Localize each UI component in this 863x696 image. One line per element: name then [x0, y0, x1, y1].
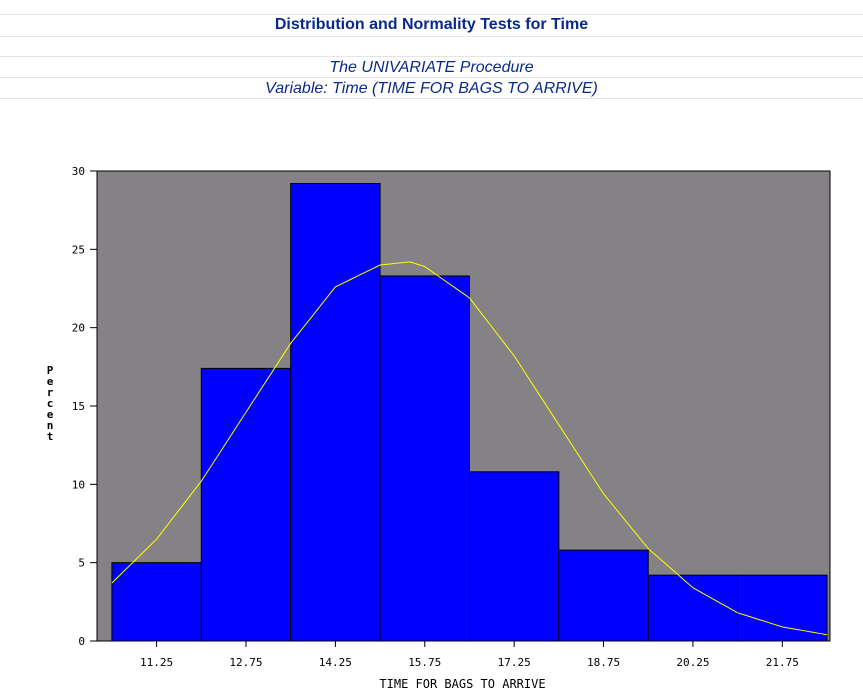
histogram-bar: [647, 574, 739, 642]
y-tick-label: 25: [72, 243, 85, 256]
y-axis-label-letter: e: [47, 375, 54, 388]
x-axis: 11.25 12.75 14.25 15.75 17.25 18.75 20.25 21.75: [97, 640, 830, 669]
histogram-bar: [737, 574, 828, 642]
x-tick-label: 21.75: [766, 656, 799, 669]
histogram-bar: [468, 471, 560, 642]
procedure-title: The UNIVARIATE Procedure: [329, 59, 534, 76]
x-tick-label: 20.25: [676, 656, 709, 669]
x-tick-label: 17.25: [498, 656, 531, 669]
y-axis-label-letter: P: [47, 364, 54, 377]
y-axis-label-letter: n: [47, 419, 54, 432]
histogram-bar: [558, 549, 649, 642]
y-tick-label: 15: [72, 400, 85, 413]
y-axis: 0 5 10 15 20 25 30: [72, 165, 97, 648]
histogram-bar: [290, 183, 381, 642]
x-tick-label: 11.25: [140, 656, 173, 669]
normal-curve: [111, 261, 828, 636]
y-axis-label-letter: r: [47, 386, 54, 399]
histogram-bar: [379, 275, 470, 642]
x-tick-label: 14.25: [319, 656, 352, 669]
bars: [111, 183, 828, 642]
y-tick-label: 10: [72, 478, 85, 491]
y-axis-label-letter: c: [47, 397, 54, 410]
y-tick-label: 20: [72, 322, 85, 335]
x-tick-label: 12.75: [229, 656, 262, 669]
y-axis-label-letter: e: [47, 408, 54, 421]
y-tick-label: 30: [72, 165, 85, 178]
variable-title: Variable: Time (TIME FOR BAGS TO ARRIVE): [265, 80, 598, 97]
y-axis-label-letter: t: [47, 430, 54, 443]
histogram-bar: [200, 367, 292, 642]
x-tick-label: 15.75: [408, 656, 441, 669]
histogram-bar: [111, 562, 202, 642]
page-title: Distribution and Normality Tests for Tim…: [274, 16, 589, 33]
y-tick-label: 0: [78, 635, 85, 648]
x-axis-label: TIME FOR BAGS TO ARRIVE: [379, 677, 545, 691]
y-tick-label: 5: [78, 557, 85, 570]
x-tick-label: 18.75: [587, 656, 620, 669]
